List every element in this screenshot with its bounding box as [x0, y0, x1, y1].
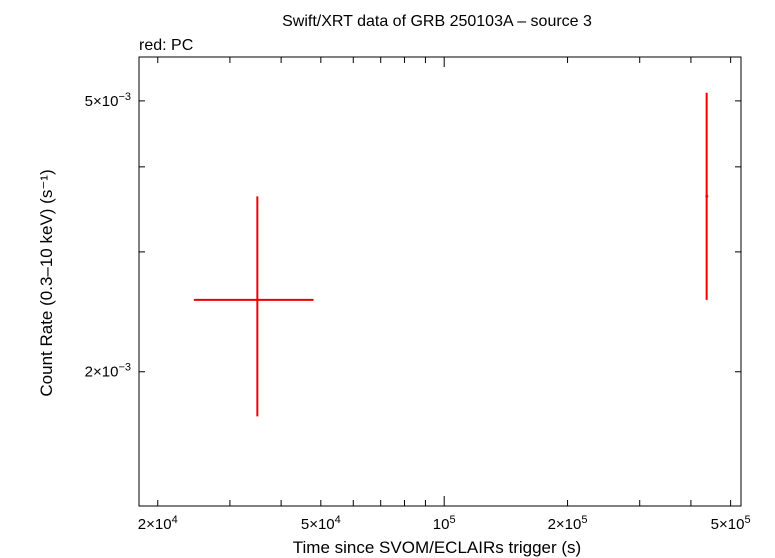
chart-subtitle: red: PC: [139, 37, 193, 54]
data-point: [705, 92, 709, 300]
chart-title: Swift/XRT data of GRB 250103A – source 3: [282, 13, 592, 30]
data-points: [193, 92, 709, 417]
x-axis-label: Time since SVOM/ECLAIRs trigger (s): [293, 538, 581, 557]
x-tick-label: 2×105: [548, 514, 588, 533]
axis-ticks: [139, 57, 741, 506]
x-tick-label: 5×105: [711, 514, 751, 533]
y-axis-label: Count Rate (0.3–10 keV) (s⁻¹): [37, 169, 56, 396]
y-tick-label: 2×10−3: [85, 362, 131, 381]
x-tick-label: 5×104: [301, 514, 341, 533]
y-tick-label: 5×10−3: [85, 91, 131, 110]
x-tick-label: 105: [433, 514, 456, 533]
plot-frame: [138, 56, 742, 507]
data-point: [193, 196, 314, 417]
x-tick-label: 2×104: [138, 514, 178, 533]
axis-tick-labels: 2×104 5×104 105 2×105 5×105 2×10−3 5×10−3: [85, 91, 751, 533]
